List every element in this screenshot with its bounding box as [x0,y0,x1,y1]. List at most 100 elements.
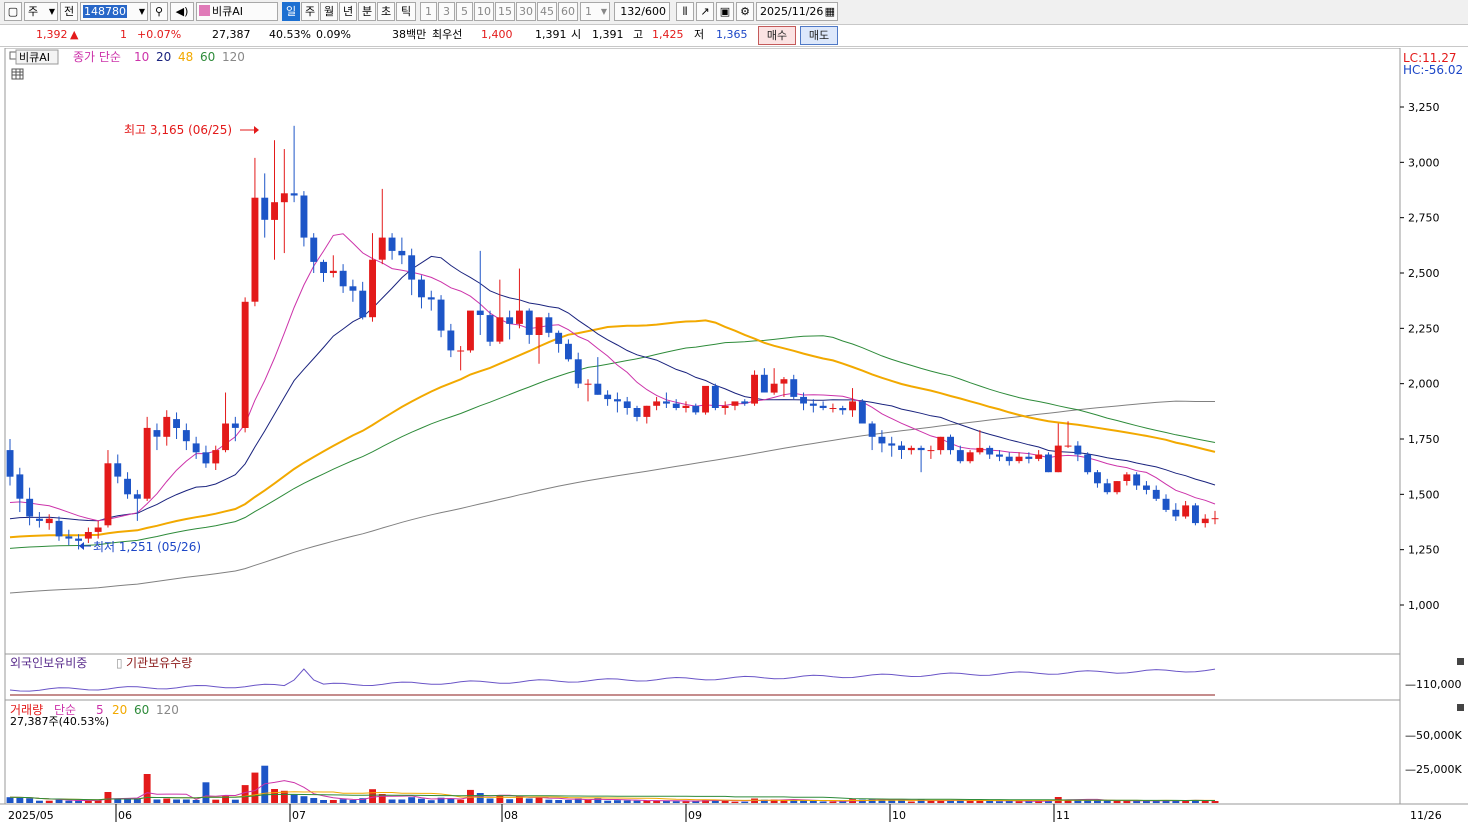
search-icon[interactable]: ⚲ [150,2,168,21]
period-week[interactable]: 주 [301,2,319,21]
candle-body [1025,456,1033,459]
volume-bar [75,800,82,803]
ma48-line [9,319,1216,539]
period-type-select[interactable]: 주 ▼ [24,2,58,21]
speaker-icon[interactable]: ◀) [170,2,194,21]
volume-bar [408,797,416,803]
candle-body [839,408,847,411]
period-day[interactable]: 일 [282,2,300,21]
candle-body [1192,505,1199,524]
foreign-panel [4,653,1401,701]
volume-bar [663,800,670,803]
period-second[interactable]: 초 [377,2,395,21]
period-minute[interactable]: 분 [358,2,376,21]
volume-bar [84,800,92,803]
buy-button[interactable]: 매수 [758,26,796,45]
volume-bar [369,789,376,803]
minute-option[interactable]: 15 [495,2,515,21]
volume-bar [1211,801,1219,803]
candle-body [1064,445,1072,447]
code-value: 148780 [83,5,127,18]
period-tick[interactable]: 틱 [396,2,416,21]
candle-body [45,518,53,524]
volume-bar [1045,800,1052,803]
volume-bar [222,795,229,803]
minute-option[interactable]: 10 [474,2,494,21]
volume-bar [565,800,572,803]
volume-bar [1103,800,1111,803]
x-label-end: 11/26 [1410,809,1442,822]
panel-toggle-icon[interactable] [1457,704,1464,711]
high-label: 고 [633,28,644,41]
x-label-07: 07 [292,809,306,822]
minute-option[interactable]: 30 [516,2,536,21]
volume-bar [1123,801,1131,803]
stock-chart[interactable]: 비큐AI 종가 단순 10 20 48 60 120 LC:11.27 HC:-… [0,48,1468,826]
chevron-down-icon: ▼ [138,7,145,16]
save-icon[interactable]: ▣ [716,2,734,21]
best-bid-label: 최우선 [432,28,463,41]
y-tick-label: 1,750 [1408,433,1440,446]
gear-icon[interactable]: ⚙ [736,2,754,21]
table-icon[interactable] [11,68,24,80]
volume-bar [1113,801,1121,803]
volume-bar [594,798,602,803]
y-tick-label: 2,250 [1408,322,1440,335]
custom-period-select[interactable]: 1 ▼ [580,2,610,21]
candle-body [486,315,494,342]
change: 1 [120,28,127,41]
volume-bar [359,798,367,803]
window-icon[interactable]: ▢ [4,2,22,21]
prev-button[interactable]: 전 [60,2,78,21]
volume-bar [388,799,396,803]
volume-bar [937,800,945,803]
change-up-icon: ▲ [70,28,79,41]
minute-option[interactable]: 60 [558,2,578,21]
volume-bar [858,799,866,803]
candle-body [525,310,533,335]
volume-bar [437,797,445,803]
candle-body [418,279,425,298]
candle-type-icon[interactable]: ⫴ [676,2,694,21]
x-label-10: 10 [892,809,906,822]
vol-ma60-label: 60 [134,703,149,717]
minute-option[interactable]: 1 [420,2,437,21]
count-field[interactable]: 132/600 [614,2,670,21]
ma10-label: 10 [134,50,149,64]
candle-body [1201,518,1209,524]
minute-option[interactable]: 45 [537,2,557,21]
volume-bar [800,800,807,803]
ma60-line [9,335,1216,549]
candle-body [741,401,749,404]
candle-body [369,259,376,318]
candle-body [84,532,92,539]
period-month[interactable]: 월 [320,2,338,21]
sell-button[interactable]: 매도 [800,26,838,45]
candle-body [663,401,670,404]
code-input[interactable]: 148780 ▼ [80,2,148,21]
trend-line-icon[interactable]: ↗ [696,2,714,21]
volume-bar [45,800,53,803]
minute-option[interactable]: 3 [438,2,455,21]
candle-body [790,379,798,397]
candle-body [829,408,837,409]
minute-option[interactable]: 5 [456,2,473,21]
candle-body [1172,509,1180,517]
separator: ▯ [116,656,123,670]
candle-body [339,270,347,287]
panel-toggle-icon[interactable] [1457,658,1464,665]
candle-body [300,195,308,238]
candle-body [614,399,621,402]
vol-ma120-label: 120 [156,703,179,717]
period-year[interactable]: 년 [339,2,357,21]
candle-body [770,383,778,393]
candle-body [26,498,34,517]
candle-body [202,452,210,464]
y-tick-label: 1,000 [1408,599,1440,612]
volume-bar [114,799,122,803]
date-field[interactable]: 2025/11/26 ▦ [756,2,838,21]
stock-name-field[interactable]: 비큐AI [196,2,278,21]
candle-body [1211,518,1219,520]
vol-tick-50000: —50,000K [1405,729,1462,742]
volume-bar [457,799,465,803]
